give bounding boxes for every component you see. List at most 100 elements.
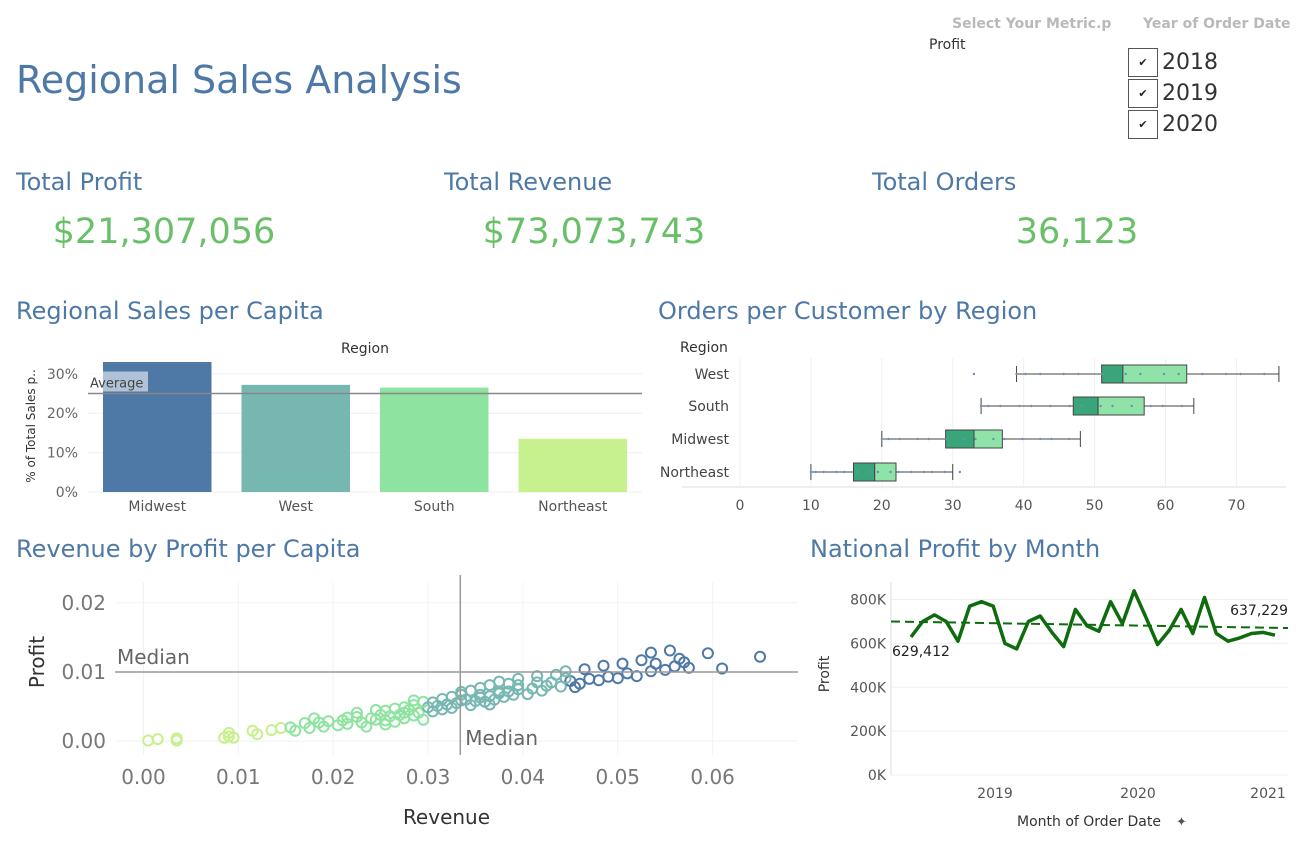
box-upper: [1097, 396, 1145, 416]
bar-chart-title: Regional Sales per Capita: [16, 297, 324, 325]
box-xtick: 0: [736, 498, 745, 514]
line-ytick: 200K: [850, 724, 887, 740]
box-dot: [1068, 437, 1071, 441]
line-ytick: 600K: [850, 636, 887, 652]
box-dot: [930, 470, 934, 474]
median-x-label: Median: [465, 726, 538, 750]
scatter-point: [512, 672, 525, 685]
scatter-point: [583, 672, 596, 685]
scatter-point: [379, 718, 392, 731]
box-dot: [1062, 372, 1065, 376]
scatter-xtick: 0.00: [121, 765, 166, 789]
pin-icon: ✦: [1176, 815, 1187, 830]
line-ytick: 0K: [868, 768, 887, 784]
box-lower: [945, 429, 975, 449]
box-dot: [809, 470, 813, 474]
year-label-2018: 2018: [1162, 50, 1218, 75]
line-ylabel: Profit: [817, 655, 833, 692]
box-dot: [855, 470, 859, 474]
box-dot: [1015, 372, 1018, 376]
scatter-point: [151, 733, 164, 746]
scatter-point: [531, 670, 544, 683]
box-dot: [814, 470, 817, 474]
box-xtick: 50: [1086, 498, 1104, 514]
box-dot: [999, 404, 1002, 408]
year-label-2020: 2020: [1162, 112, 1218, 137]
box-dot: [887, 437, 890, 441]
box-xtick: 60: [1157, 498, 1175, 514]
bar-west: [241, 384, 350, 492]
scatter-xtick: 0.03: [406, 765, 451, 789]
box-xtick: 10: [802, 498, 820, 514]
scatter-point: [483, 698, 496, 711]
scatter-point: [630, 670, 643, 683]
box-outlier: [972, 372, 976, 376]
scatter-point: [265, 724, 278, 737]
line-xtick: 2021: [1250, 786, 1286, 802]
line-xtick: 2020: [1120, 786, 1156, 802]
kpi-revenue-title: Total Revenue: [444, 168, 613, 196]
box-dot: [922, 470, 926, 474]
year-option-2018[interactable]: ✔ 2018: [1128, 47, 1268, 78]
bar-south: [380, 387, 489, 492]
box-dot: [1021, 437, 1024, 441]
scatter-point: [398, 706, 411, 719]
scatter-point: [398, 701, 411, 714]
box-dot: [1124, 372, 1127, 376]
start-value-label: 629,412: [892, 644, 950, 660]
checkbox-2018[interactable]: ✔: [1128, 48, 1158, 77]
box-dot: [1099, 404, 1102, 408]
scatter-point: [663, 644, 676, 657]
box-dot: [868, 470, 872, 474]
box-xtick: 40: [1015, 498, 1033, 514]
scatter-xtick: 0.05: [595, 765, 640, 789]
scatter-point: [407, 694, 420, 707]
scatter-point: [754, 650, 767, 663]
box-xtick: 30: [944, 498, 962, 514]
box-dot: [1050, 437, 1053, 441]
year-option-2019[interactable]: ✔ 2019: [1128, 78, 1268, 109]
box-header: Region: [680, 340, 728, 356]
box-dot: [1177, 372, 1180, 376]
box-dot: [1003, 437, 1006, 441]
scatter-point: [455, 694, 468, 707]
bar-xtick: Northeast: [538, 499, 608, 515]
scatter-ylabel: Profit: [25, 636, 49, 688]
orders-per-customer-chart[interactable]: Region 0 10 20 30 40 50 60 70 West South Midwest Nor…: [652, 330, 1292, 520]
median-y-label: Median: [117, 645, 190, 669]
bar-ytick: 20%: [47, 406, 78, 422]
scatter-point: [701, 647, 714, 660]
bar-xtick: Midwest: [128, 499, 186, 515]
scatter-point: [682, 661, 695, 674]
sales-per-capita-chart[interactable]: Region 0% 10% 20% 30% % of Total Sales p.. Mid…: [10, 330, 650, 520]
metric-select[interactable]: Profit: [929, 37, 966, 53]
box-xtick: 70: [1227, 498, 1245, 514]
box-dot: [1139, 372, 1142, 376]
scatter-point: [649, 657, 662, 670]
revenue-profit-scatter[interactable]: 0.00 0.01 0.02 0.03 0.04 0.05 0.06 0.00 0.01 0.02…: [10, 570, 810, 845]
scatter-point: [531, 676, 544, 689]
scatter-point: [417, 713, 430, 726]
box-dot: [1111, 404, 1114, 408]
box-dot: [1038, 372, 1042, 376]
scatter-point: [341, 717, 354, 730]
box-dot: [979, 404, 983, 408]
box-chart-title: Orders per Customer by Region: [658, 297, 1038, 325]
scatter-point: [455, 686, 468, 699]
kpi-orders-value: 36,123: [1015, 212, 1139, 252]
box-upper: [874, 462, 897, 482]
end-value-label: 637,229: [1230, 603, 1288, 619]
national-profit-line-chart[interactable]: 0K 200K 400K 600K 800K Profit 2019 2020 2021 Mont…: [806, 570, 1296, 840]
metric-filter-label: Select Your Metric.p: [952, 16, 1112, 32]
box-xtick: 20: [873, 498, 891, 514]
bar-ytick: 30%: [47, 367, 78, 383]
box-dot: [974, 437, 977, 441]
checkbox-2020[interactable]: ✔: [1128, 110, 1158, 139]
box-dot: [1263, 372, 1266, 376]
scatter-point: [275, 722, 288, 735]
year-option-2020[interactable]: ✔ 2020: [1128, 109, 1268, 140]
box-dot: [822, 470, 825, 474]
box-lower: [1072, 396, 1099, 416]
box-lower: [1101, 364, 1124, 384]
checkbox-2019[interactable]: ✔: [1128, 79, 1158, 108]
